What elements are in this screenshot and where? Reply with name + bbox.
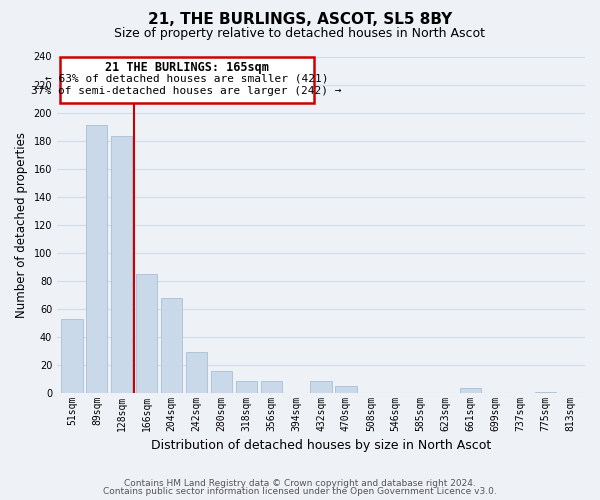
X-axis label: Distribution of detached houses by size in North Ascot: Distribution of detached houses by size …: [151, 440, 491, 452]
Bar: [535, 392, 556, 393]
Text: Contains HM Land Registry data © Crown copyright and database right 2024.: Contains HM Land Registry data © Crown c…: [124, 478, 476, 488]
Text: Contains public sector information licensed under the Open Government Licence v3: Contains public sector information licen…: [103, 487, 497, 496]
Bar: [186, 352, 207, 393]
Bar: [260, 380, 282, 393]
Text: 21 THE BURLINGS: 165sqm: 21 THE BURLINGS: 165sqm: [104, 60, 268, 74]
Text: ← 63% of detached houses are smaller (421): ← 63% of detached houses are smaller (42…: [45, 74, 328, 84]
Text: 37% of semi-detached houses are larger (242) →: 37% of semi-detached houses are larger (…: [31, 86, 342, 96]
Bar: [61, 319, 83, 393]
Text: Size of property relative to detached houses in North Ascot: Size of property relative to detached ho…: [115, 28, 485, 40]
FancyBboxPatch shape: [59, 56, 314, 103]
Y-axis label: Number of detached properties: Number of detached properties: [15, 132, 28, 318]
Bar: [211, 370, 232, 393]
Bar: [161, 298, 182, 393]
Bar: [111, 136, 133, 393]
Text: 21, THE BURLINGS, ASCOT, SL5 8BY: 21, THE BURLINGS, ASCOT, SL5 8BY: [148, 12, 452, 28]
Bar: [460, 388, 481, 393]
Bar: [335, 386, 356, 393]
Bar: [310, 380, 332, 393]
Bar: [86, 125, 107, 393]
Bar: [236, 380, 257, 393]
Bar: [136, 274, 157, 393]
